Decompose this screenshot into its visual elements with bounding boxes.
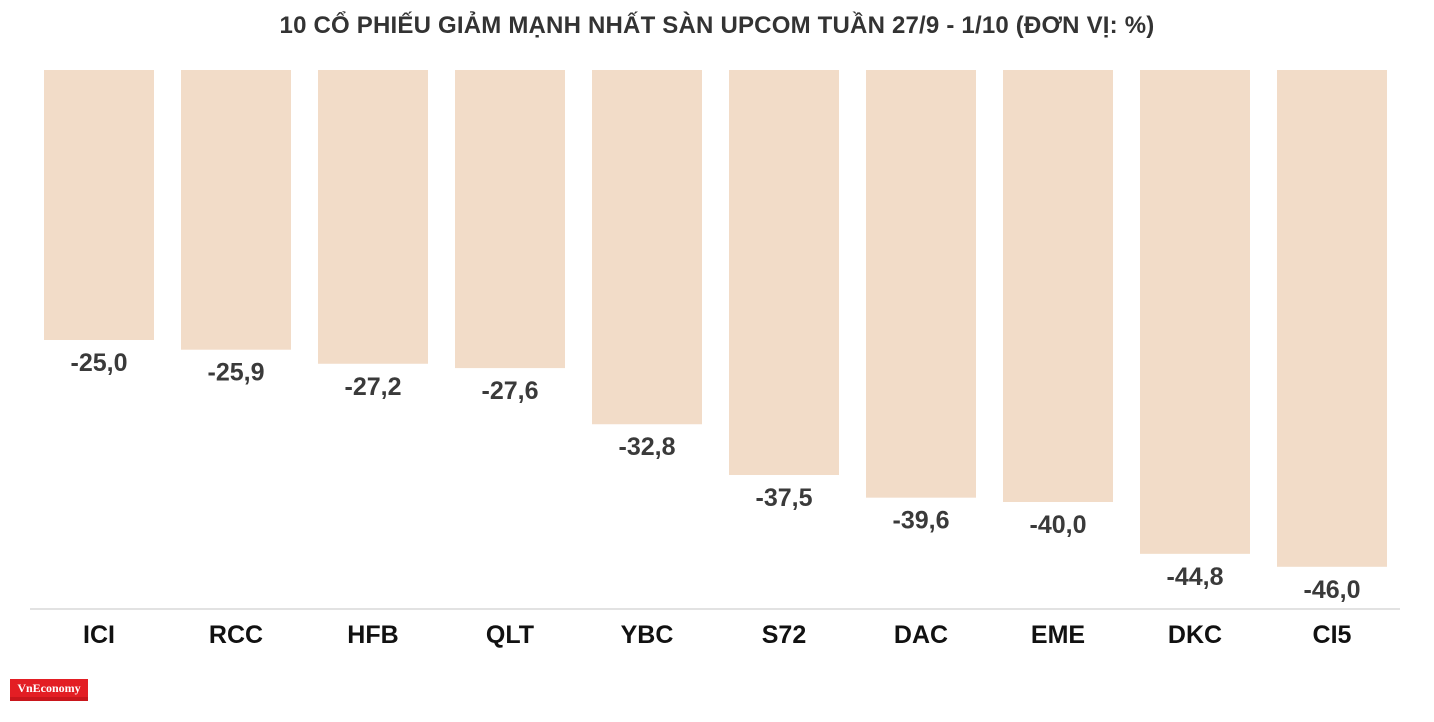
logo-underline <box>10 697 88 701</box>
category-labels-group: ICI RCC HFB QLT YBC S72 DAC EME DKC CI5 <box>83 621 1352 649</box>
category-label-eme: EME <box>1031 621 1085 649</box>
category-label-s72: S72 <box>762 621 806 649</box>
value-label-ici: -25,0 <box>71 349 128 377</box>
value-label-eme: -40,0 <box>1030 511 1087 539</box>
category-label-ici: ICI <box>83 621 115 649</box>
bar-rcc <box>181 70 291 350</box>
value-label-s72: -37,5 <box>756 484 813 512</box>
value-label-rcc: -25,9 <box>208 359 265 387</box>
value-label-dac: -39,6 <box>893 507 950 535</box>
category-label-ci5: CI5 <box>1313 621 1352 649</box>
value-label-dkc: -44,8 <box>1167 563 1224 591</box>
value-label-qlt: -27,6 <box>482 377 539 405</box>
category-label-dkc: DKC <box>1168 621 1222 649</box>
value-label-hfb: -27,2 <box>345 373 402 401</box>
bar-ybc <box>592 70 702 425</box>
category-label-qlt: QLT <box>486 621 534 649</box>
value-label-ci5: -46,0 <box>1304 576 1361 604</box>
value-label-ybc: -32,8 <box>619 433 676 461</box>
chart-title: 10 CỔ PHIẾU GIẢM MẠNH NHẤT SÀN UPCOM TUẦ… <box>279 12 1155 39</box>
value-labels-group: -25,0 -25,9 -27,2 -27,6 -32,8 -37,5 -39,6 -40,0… <box>71 349 1361 604</box>
bar-ci5 <box>1277 70 1387 567</box>
category-label-dac: DAC <box>894 621 948 649</box>
bar-dac <box>866 70 976 498</box>
bar-eme <box>1003 70 1113 502</box>
bars-group <box>44 70 1387 567</box>
vneconomy-logo: VnEconomy <box>10 679 88 701</box>
category-label-rcc: RCC <box>209 621 263 649</box>
bar-s72 <box>729 70 839 475</box>
bar-dkc <box>1140 70 1250 554</box>
bar-hfb <box>318 70 428 364</box>
category-label-hfb: HFB <box>347 621 398 649</box>
category-label-ybc: YBC <box>621 621 674 649</box>
bar-qlt <box>455 70 565 369</box>
bar-ici <box>44 70 154 340</box>
